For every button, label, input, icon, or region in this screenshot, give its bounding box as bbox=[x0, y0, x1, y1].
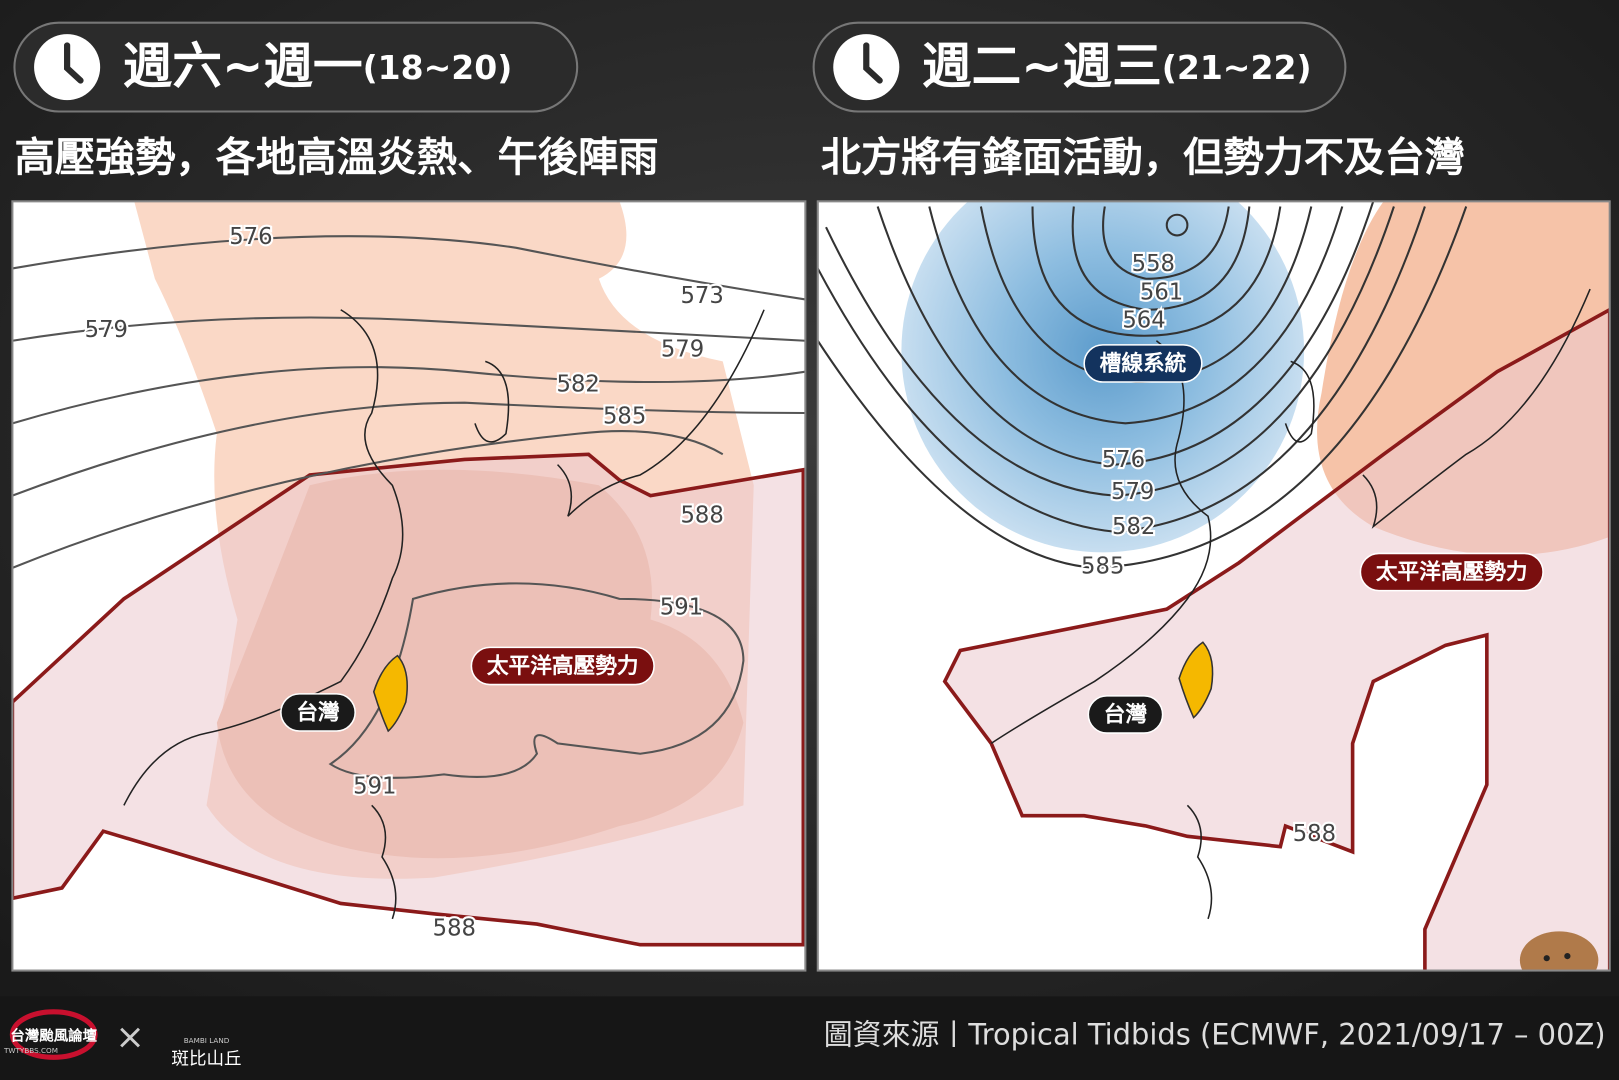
annotation: 台灣 bbox=[280, 693, 356, 732]
contour-label: 591 bbox=[660, 595, 703, 621]
contour-label: 579 bbox=[1111, 479, 1154, 505]
contour-label: 561 bbox=[1140, 280, 1183, 306]
contour-label: 588 bbox=[680, 503, 723, 529]
headline: 北方將有鋒面活動，但勢力不及台灣 bbox=[821, 135, 1465, 181]
annotation: 台灣 bbox=[1087, 695, 1164, 734]
contour-label: 576 bbox=[1102, 447, 1145, 473]
map-left-frame bbox=[11, 200, 807, 972]
annotation-pill bbox=[1359, 552, 1544, 592]
contour-label: 582 bbox=[557, 372, 600, 398]
contour-label: 585 bbox=[1081, 553, 1124, 579]
contour-label: 576 bbox=[229, 224, 272, 250]
source-separator: 丨 bbox=[939, 1018, 968, 1052]
contour-label: 585 bbox=[603, 404, 646, 430]
logo-left: 台灣颱風論壇 bbox=[10, 1027, 97, 1045]
logo-cross: × bbox=[115, 1017, 144, 1058]
contour-label: 564 bbox=[1122, 308, 1165, 334]
annotation-label: 台灣 bbox=[296, 699, 340, 725]
annotation-label: 太平洋高壓勢力 bbox=[1376, 559, 1528, 585]
logo-right-sub: BAMBI LAND bbox=[184, 1036, 230, 1045]
annotation-label: 太平洋高壓勢力 bbox=[487, 653, 639, 679]
source-label: 圖資來源 bbox=[824, 1018, 940, 1052]
period-pill bbox=[13, 21, 579, 113]
period-dates: (21~22) bbox=[1162, 48, 1312, 87]
source: 圖資來源丨Tropical Tidbids (ECMWF, 2021/09/17… bbox=[824, 1018, 1606, 1052]
contour-label: 591 bbox=[353, 773, 396, 799]
annotation-pill bbox=[280, 693, 356, 732]
source-text: Tropical Tidbids (ECMWF, 2021/09/17 – 00… bbox=[967, 1018, 1605, 1052]
annotation-label: 台灣 bbox=[1104, 702, 1148, 728]
annotation-pill bbox=[1087, 695, 1164, 734]
annotation-label: 槽線系統 bbox=[1100, 350, 1187, 376]
annotation: 太平洋高壓勢力 bbox=[470, 646, 655, 686]
contour-label: 588 bbox=[1293, 821, 1336, 847]
annotation-pill bbox=[470, 646, 655, 686]
footer-bar bbox=[0, 996, 1619, 1080]
contour-label: 582 bbox=[1112, 514, 1155, 540]
annotation: 槽線系統 bbox=[1083, 344, 1203, 383]
clock-hands bbox=[64, 42, 84, 84]
period-title: 週六~週一(18~20) bbox=[123, 37, 513, 95]
logo-right: 斑比山丘 bbox=[171, 1049, 241, 1069]
period-days: 週二~週三 bbox=[922, 37, 1162, 95]
contour-label: 579 bbox=[661, 337, 704, 363]
mascot bbox=[1519, 931, 1599, 971]
headline: 高壓強勢，各地高溫炎熱、午後陣雨 bbox=[14, 135, 658, 181]
map-left bbox=[12, 201, 806, 971]
contour-label: 579 bbox=[85, 317, 128, 343]
period-dates: (18~20) bbox=[363, 48, 513, 87]
clock-hands bbox=[863, 42, 883, 84]
contour-label: 573 bbox=[680, 283, 723, 309]
contour-label: 588 bbox=[433, 916, 476, 942]
annotation-pill bbox=[1083, 344, 1203, 383]
map-right-frame bbox=[816, 200, 1611, 972]
logo-left-sub: TWTYBBS.COM bbox=[3, 1046, 58, 1055]
logo-mark bbox=[9, 1009, 98, 1060]
period-pill bbox=[812, 21, 1347, 113]
period-title: 週二~週三(21~22) bbox=[922, 37, 1312, 95]
contour-label: 558 bbox=[1132, 251, 1175, 277]
period-days: 週六~週一 bbox=[123, 37, 363, 95]
annotation: 太平洋高壓勢力 bbox=[1359, 552, 1544, 592]
